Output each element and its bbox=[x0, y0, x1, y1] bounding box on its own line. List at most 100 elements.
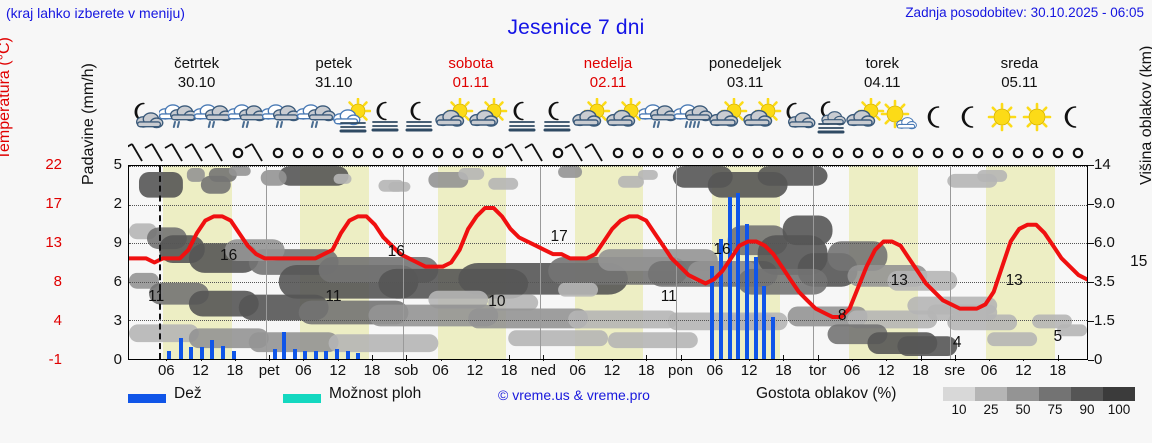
temperature-value-label: 13 bbox=[890, 272, 908, 290]
temperature-value-label: 11 bbox=[148, 287, 165, 305]
legend-row: Dež Možnost ploh © vreme.us & vreme.pro … bbox=[128, 385, 1152, 425]
sun-cloud-icon bbox=[434, 98, 474, 138]
wind-calm-icon bbox=[1018, 140, 1058, 165]
wind-barb-icon bbox=[198, 140, 238, 165]
cloud-blob bbox=[428, 171, 469, 188]
wind-calm-icon bbox=[778, 140, 818, 165]
wind-barb-icon bbox=[138, 140, 178, 165]
cloud-blob bbox=[1057, 324, 1087, 337]
temperature-value-label: 13 bbox=[1005, 272, 1023, 290]
wind-calm-icon bbox=[938, 140, 978, 165]
precipitation-bar bbox=[220, 345, 225, 359]
cloud-density-tick-label: 75 bbox=[1047, 402, 1063, 417]
cloud-blob bbox=[757, 166, 828, 186]
cloud-density-tick-label: 90 bbox=[1079, 402, 1095, 417]
temperature-line bbox=[129, 208, 1087, 317]
cloud-height-tick-label: 0 bbox=[1094, 351, 1103, 368]
wind-calm-icon bbox=[538, 140, 578, 165]
moon-cloud-fog-icon bbox=[811, 98, 851, 138]
wind-calm-icon bbox=[1058, 140, 1088, 165]
cloud-height-tick-mark bbox=[1088, 204, 1094, 205]
temperature-value-label: 17 bbox=[550, 227, 568, 245]
temperature-tick-label: 17 bbox=[45, 195, 62, 212]
copyright-text[interactable]: © vreme.us & vreme.pro bbox=[498, 387, 650, 403]
wind-calm-icon bbox=[318, 140, 358, 165]
horizontal-gridline bbox=[129, 243, 1087, 245]
day-date: 03.11 bbox=[726, 74, 764, 91]
moon-fog-icon bbox=[502, 98, 542, 138]
cloud-blob bbox=[987, 332, 1038, 347]
wind-calm-icon bbox=[738, 140, 778, 165]
cloud-blob bbox=[488, 177, 519, 190]
sun-icon bbox=[1017, 98, 1057, 138]
time-tick-mark bbox=[543, 355, 545, 361]
precipitation-bar bbox=[272, 349, 277, 359]
day-header-6: torek 04.11 bbox=[814, 54, 951, 94]
wind-calm-icon bbox=[258, 140, 298, 165]
cloud-blob bbox=[847, 310, 938, 329]
time-tick-label: 18 bbox=[226, 362, 244, 379]
precipitation-tick-label: 6 bbox=[113, 273, 122, 290]
moon-icon bbox=[1051, 98, 1088, 138]
time-tick-label: 18 bbox=[363, 362, 381, 379]
wind-barb-icon bbox=[558, 140, 598, 165]
day-header-4: nedelja 02.11 bbox=[539, 54, 676, 94]
cloud-blob bbox=[138, 171, 183, 198]
temperature-curve bbox=[129, 166, 1087, 359]
precipitation-bar bbox=[736, 193, 741, 359]
cloud-blob bbox=[458, 167, 485, 180]
cloud-height-tick-mark bbox=[1088, 360, 1094, 361]
precipitation-tick-label: 9 bbox=[113, 234, 122, 251]
temperature-value-label: 4 bbox=[952, 333, 962, 351]
last-update-text: Zadnja posodobitev: 30.10.2025 - 06:05 bbox=[905, 5, 1144, 20]
cloud-blob bbox=[608, 332, 698, 349]
day-name: sobota bbox=[448, 55, 494, 72]
cloud-density-legend-label: Gostota oblakov (%) bbox=[756, 385, 897, 402]
time-tick-mark bbox=[954, 355, 956, 361]
cloud-density-svg bbox=[129, 166, 1087, 357]
day-name: ponedeljek bbox=[708, 55, 782, 72]
cloud-density-swatch bbox=[975, 387, 1007, 401]
sun-icon bbox=[982, 98, 1022, 138]
moon-icon bbox=[948, 98, 988, 138]
moon-fog-icon bbox=[537, 98, 577, 138]
day-separator-line bbox=[265, 166, 267, 359]
cloud-rain-icon bbox=[228, 98, 268, 138]
cloud-density-scale: 10 25 50 75 90 100 bbox=[943, 387, 1143, 419]
temperature-value-label: 10 bbox=[488, 293, 506, 311]
precipitation-bar bbox=[744, 223, 749, 359]
cloud-density-swatch bbox=[943, 387, 975, 401]
temperature-value-label: 16 bbox=[220, 247, 238, 265]
wind-calm-icon bbox=[478, 140, 518, 165]
temperature-tick-label: 8 bbox=[53, 273, 62, 290]
cloud-density-swatch bbox=[1071, 387, 1103, 401]
precipitation-bar bbox=[356, 353, 361, 359]
wind-calm-icon bbox=[1038, 140, 1078, 165]
wind-calm-icon bbox=[338, 140, 378, 165]
wind-calm-icon bbox=[298, 140, 338, 165]
cloud-rain-heavy-icon bbox=[673, 98, 714, 138]
day-separator-line bbox=[539, 166, 541, 359]
time-tick-mark bbox=[509, 355, 511, 361]
cloud-density-tick-label: 10 bbox=[951, 402, 967, 417]
cloud-rain-icon bbox=[296, 98, 337, 138]
wind-barb-icon bbox=[518, 140, 558, 165]
wind-calm-icon bbox=[378, 140, 418, 165]
day-header-2: petek 31.10 bbox=[265, 54, 402, 94]
wind-calm-icon bbox=[718, 140, 758, 165]
cloud-blob bbox=[617, 175, 644, 188]
time-tick-label: sob bbox=[394, 362, 419, 379]
wind-barb-icon bbox=[578, 140, 618, 165]
time-tick-label: 12 bbox=[329, 362, 347, 379]
precipitation-bar bbox=[753, 256, 758, 359]
temperature-value-label: 8 bbox=[837, 306, 847, 324]
day-header-1: četrtek 30.10 bbox=[128, 54, 265, 94]
day-header-7: sreda 05.11 bbox=[951, 54, 1088, 94]
wind-calm-icon bbox=[858, 140, 898, 165]
temperature-value-label: 16 bbox=[713, 241, 731, 259]
time-tick-mark bbox=[406, 355, 408, 361]
cloud-density-tick-label: 100 bbox=[1107, 402, 1131, 417]
day-date: 05.11 bbox=[1001, 74, 1038, 91]
wind-calm-icon bbox=[898, 140, 938, 165]
time-tick-mark bbox=[680, 355, 682, 361]
